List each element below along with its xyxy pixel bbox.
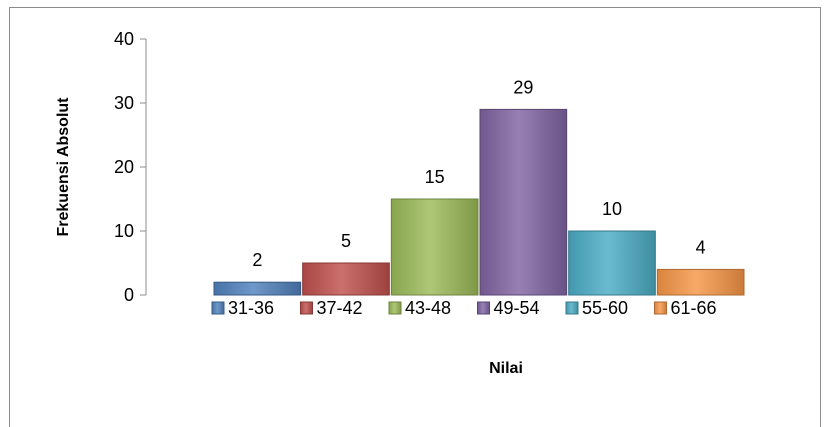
data-label-55-60: 10 bbox=[602, 199, 622, 219]
data-label-43-48: 15 bbox=[425, 167, 445, 187]
legend-label-61-66: 61-66 bbox=[671, 298, 717, 318]
legend-swatch-55-60 bbox=[565, 301, 579, 315]
y-tick-label: 30 bbox=[114, 93, 134, 113]
bar-49-54 bbox=[479, 108, 568, 296]
y-tick-label: 40 bbox=[114, 29, 134, 49]
data-label-37-42: 5 bbox=[341, 231, 351, 251]
bar-37-42 bbox=[302, 262, 390, 296]
legend-label-55-60: 55-60 bbox=[582, 298, 628, 318]
legend-label-49-54: 49-54 bbox=[494, 298, 540, 318]
x-axis-title: Nilai bbox=[489, 360, 523, 377]
legend-swatch-37-42 bbox=[300, 301, 313, 315]
y-axis-title: Frekuensi Absolut bbox=[55, 97, 72, 237]
chart-frame bbox=[9, 7, 821, 427]
y-tick-label: 20 bbox=[114, 157, 134, 177]
bar-43-48 bbox=[390, 198, 479, 296]
bars-layer bbox=[213, 108, 745, 296]
data-label-61-66: 4 bbox=[696, 237, 706, 257]
data-label-31-36: 2 bbox=[252, 250, 262, 270]
data-label-49-54: 29 bbox=[513, 77, 533, 97]
bar-61-66 bbox=[656, 268, 745, 296]
y-tick-label: 10 bbox=[114, 221, 134, 241]
bar-31-36 bbox=[213, 281, 302, 296]
legend-label-37-42: 37-42 bbox=[317, 298, 363, 318]
legend-label-31-36: 31-36 bbox=[228, 298, 274, 318]
legend-label-43-48: 43-48 bbox=[405, 298, 451, 318]
y-tick-label: 0 bbox=[124, 285, 134, 305]
y-ticks: 0 10 20 30 40 bbox=[114, 29, 146, 305]
data-labels: 2 5 15 29 10 4 bbox=[252, 77, 705, 270]
legend-swatch-31-36 bbox=[211, 301, 225, 315]
legend-swatch-49-54 bbox=[477, 301, 490, 315]
bar-55-60 bbox=[568, 230, 656, 296]
legend-swatch-43-48 bbox=[388, 301, 402, 315]
legend: 31-36 37-42 43-48 49-54 55-60 61-66 bbox=[211, 298, 717, 318]
legend-swatch-61-66 bbox=[654, 301, 667, 315]
